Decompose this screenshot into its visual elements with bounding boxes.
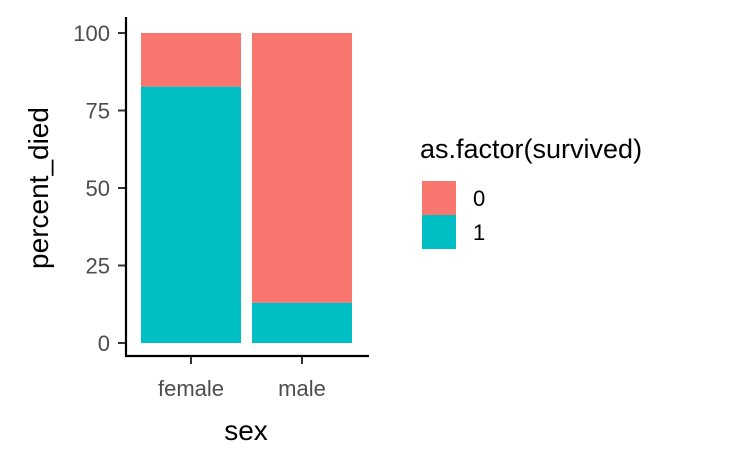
- x-axis: female male: [158, 356, 326, 401]
- bar-female-survived-0: [141, 33, 241, 87]
- x-axis-title: sex: [224, 415, 268, 446]
- bar-male-survived-1: [252, 302, 352, 343]
- legend-title: as.factor(survived): [420, 134, 642, 164]
- y-tick-label-25: 25: [86, 254, 110, 279]
- legend: as.factor(survived) 0 1: [420, 134, 642, 249]
- bar-male-survived-0: [252, 33, 352, 303]
- bar-female-survived-1: [141, 86, 241, 343]
- legend-label-1: 1: [473, 220, 485, 245]
- bars-layer: [141, 33, 352, 343]
- y-tick-label-100: 100: [73, 21, 110, 46]
- y-tick-label-75: 75: [86, 99, 110, 124]
- legend-swatch-0: [422, 181, 456, 215]
- y-tick-label-0: 0: [98, 331, 110, 356]
- y-axis: 0 25 50 75 100: [73, 21, 126, 356]
- x-tick-label-male: male: [278, 376, 326, 401]
- x-tick-label-female: female: [158, 376, 224, 401]
- y-axis-title: percent_died: [23, 107, 54, 269]
- y-tick-label-50: 50: [86, 176, 110, 201]
- legend-swatch-1: [422, 215, 456, 249]
- legend-label-0: 0: [473, 186, 485, 211]
